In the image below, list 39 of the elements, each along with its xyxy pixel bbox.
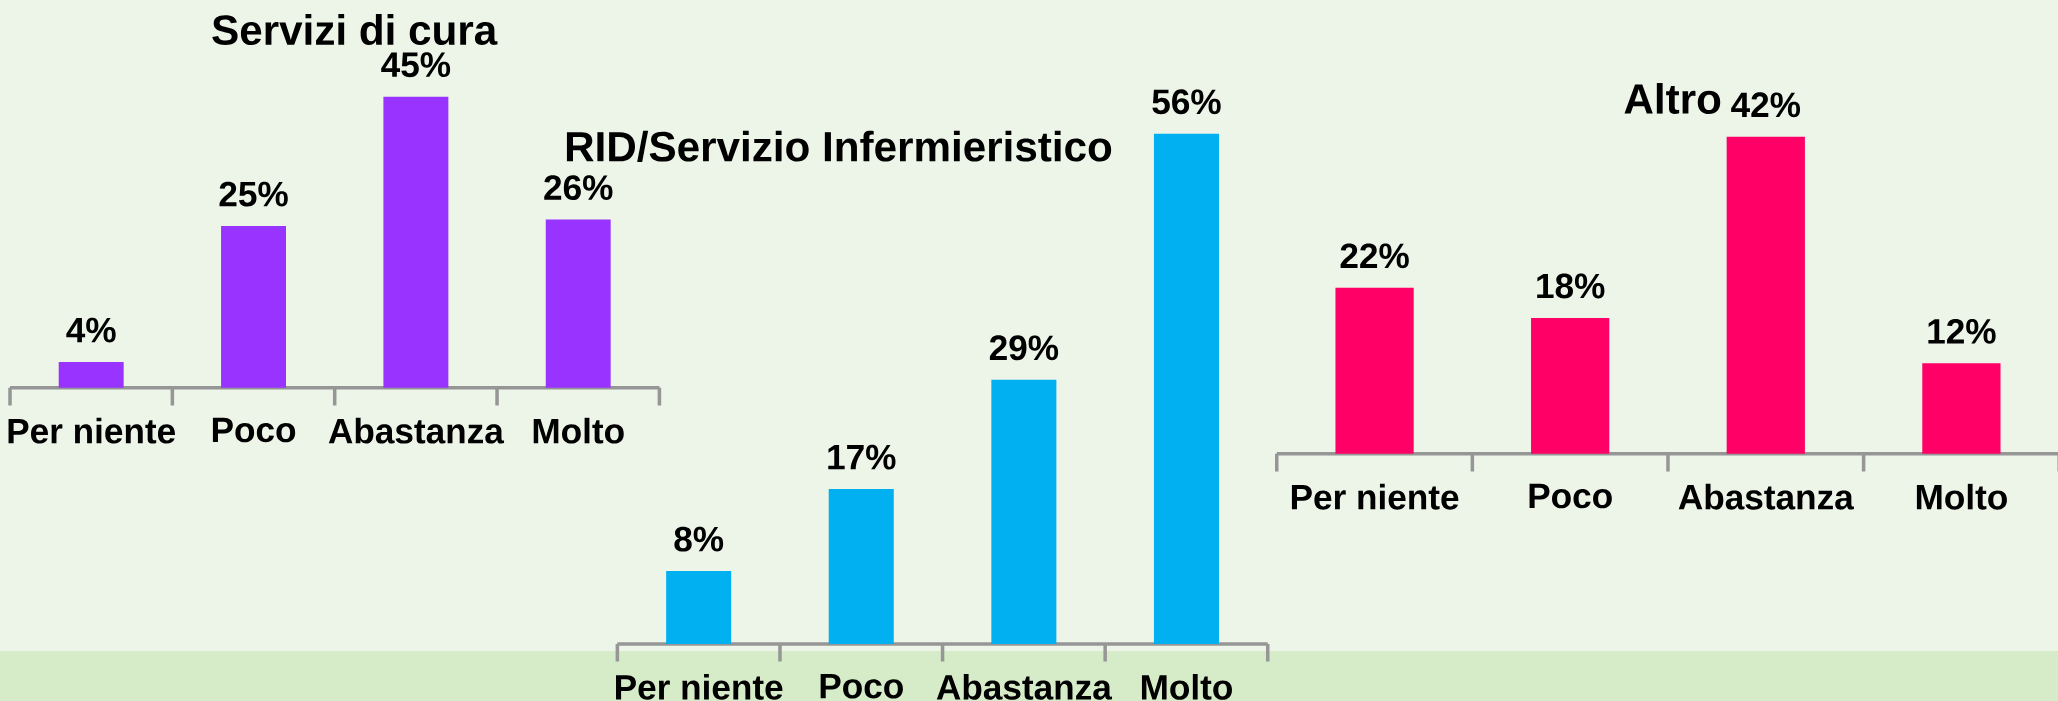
data-label: 25% bbox=[219, 181, 288, 207]
data-label: 18% bbox=[1537, 273, 1605, 299]
x-tick-label: Molto bbox=[1141, 673, 1232, 700]
data-label: 4% bbox=[66, 317, 116, 343]
chart-title: RID/Servizio Infermieristico bbox=[566, 130, 1112, 163]
bar bbox=[58, 361, 124, 388]
chart-title: Altro bbox=[1624, 83, 1721, 114]
x-tick-label: Poco bbox=[820, 673, 903, 699]
bar bbox=[1153, 133, 1219, 644]
data-label: 12% bbox=[1928, 318, 1996, 344]
data-label: 56% bbox=[1152, 89, 1221, 115]
bar bbox=[666, 571, 732, 644]
x-tick-label: Per niente bbox=[616, 673, 783, 700]
x-tick-label: Abastanza bbox=[1678, 483, 1854, 510]
bar bbox=[545, 219, 611, 388]
data-label: 26% bbox=[544, 175, 613, 201]
bar bbox=[991, 379, 1057, 644]
data-label: 29% bbox=[989, 335, 1059, 361]
data-label: 42% bbox=[1731, 92, 1801, 118]
chart-title: Servizi di cura bbox=[212, 14, 498, 46]
data-label: 8% bbox=[674, 526, 724, 552]
data-label: 22% bbox=[1340, 243, 1409, 269]
bar bbox=[1922, 363, 2001, 454]
bar bbox=[221, 226, 287, 388]
x-tick-label: Molto bbox=[1916, 483, 2007, 510]
data-label: 17% bbox=[828, 444, 896, 470]
x-tick-label: Poco bbox=[212, 417, 296, 443]
x-tick-label: Poco bbox=[1529, 483, 1612, 509]
bar bbox=[383, 96, 449, 388]
x-tick-label: Abastanza bbox=[328, 417, 505, 444]
bar bbox=[1531, 317, 1610, 454]
bar bbox=[1726, 136, 1805, 454]
x-tick-label: Per niente bbox=[1291, 483, 1459, 510]
x-tick-label: Per niente bbox=[8, 417, 175, 444]
bar bbox=[1335, 287, 1414, 454]
data-label: 45% bbox=[381, 52, 451, 78]
x-tick-label: Molto bbox=[533, 417, 624, 444]
x-tick-label: Abastanza bbox=[936, 673, 1113, 700]
bar bbox=[828, 489, 894, 644]
